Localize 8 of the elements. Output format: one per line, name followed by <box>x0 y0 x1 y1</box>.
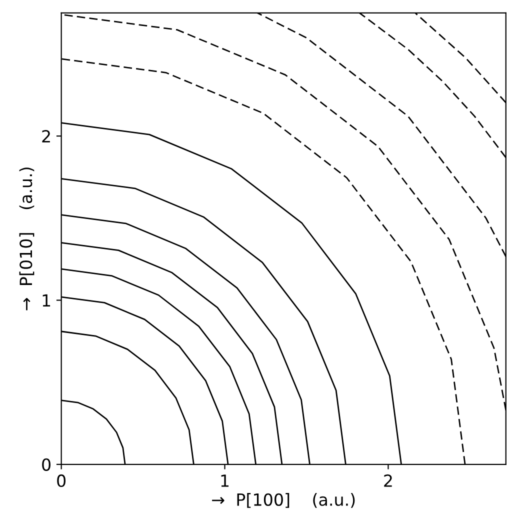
x-tick-label: 0 <box>57 474 66 488</box>
y-tick-label: 2 <box>42 130 50 142</box>
x-axis-title: → P[100] (a.u.) <box>212 493 355 508</box>
x-tick-label: 2 <box>384 474 392 487</box>
y-axis-title: → P[010] (a.u.) <box>19 168 34 310</box>
y-tick-label: 0 <box>42 458 50 471</box>
x-tick-label: 1 <box>221 474 229 487</box>
y-tick-label: 1 <box>42 294 50 307</box>
